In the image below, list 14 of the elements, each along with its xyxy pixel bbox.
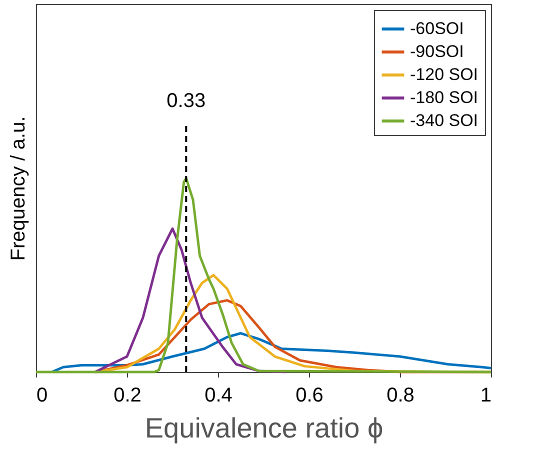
legend-label: -340 SOI [410, 111, 478, 130]
x-tick-label: 0.6 [296, 384, 324, 406]
y-axis-title: Frequency / a.u. [8, 116, 30, 261]
legend-label: -60SOI [410, 19, 464, 38]
x-tick-label: 0.2 [114, 384, 142, 406]
legend-label: -180 SOI [410, 88, 478, 107]
x-tick-label: 0 [36, 384, 48, 406]
x-tick-label: 0.8 [386, 384, 414, 406]
x-tick-label: 1 [480, 384, 492, 406]
x-tick-label: 0.4 [204, 384, 232, 406]
x-axis-title: Equivalence ratio ϕ [144, 412, 384, 444]
legend-label: -120 SOI [410, 65, 478, 84]
ref-line-label: 0.33 [166, 90, 206, 112]
legend-label: -90SOI [410, 42, 464, 61]
